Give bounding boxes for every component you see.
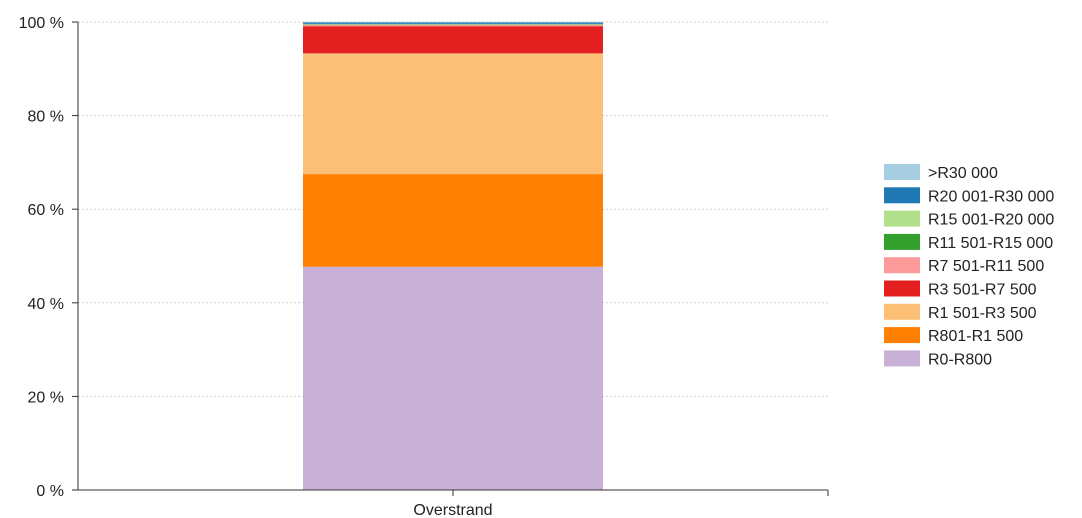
legend-label: R801-R1 500 (928, 328, 1023, 345)
legend-swatch (884, 350, 920, 367)
legend-swatch (884, 233, 920, 250)
y-tick-label: 80 % (28, 109, 64, 126)
legend-swatch (884, 280, 920, 297)
bar-segment (303, 22, 603, 24)
bar-segment (303, 26, 603, 54)
x-tick-label: Overstrand (413, 502, 492, 518)
legend-label: R15 001-R20 000 (928, 212, 1054, 229)
legend-swatch (884, 327, 920, 344)
y-tick-label: 40 % (28, 296, 64, 313)
y-axis-ticks: 0 % 20 % 40 % 60 % 80 % 100 % (19, 15, 78, 500)
bar-stack (303, 22, 603, 490)
legend-label: R20 001-R30 000 (928, 188, 1054, 205)
y-tick-label: 100 % (19, 15, 64, 32)
gridlines (78, 21, 828, 397)
y-tick-label: 60 % (28, 202, 64, 219)
legend: >R30 000 R20 001-R30 000 R15 001-R20 000 R1… (884, 164, 1054, 368)
bar-segment (303, 53, 603, 175)
legend-swatch (884, 303, 920, 320)
x-axis-ticks: Overstrand (413, 490, 493, 518)
legend-swatch (884, 210, 920, 227)
bar-segment (303, 24, 603, 27)
legend-label: R0-R800 (928, 351, 992, 368)
legend-label: R1 501-R3 500 (928, 305, 1037, 322)
y-tick-label: 20 % (28, 389, 64, 406)
legend-label: R7 501-R11 500 (928, 258, 1044, 275)
legend-swatch (884, 164, 920, 180)
legend-label: >R30 000 (928, 165, 998, 182)
legend-label: R3 501-R7 500 (928, 282, 1037, 299)
legend-label: R11 501-R15 000 (928, 235, 1053, 252)
legend-swatch (884, 257, 920, 274)
bar-segment (303, 266, 603, 490)
y-tick-label: 0 % (36, 483, 64, 500)
legend-swatch (884, 187, 920, 204)
bar-segment (303, 174, 603, 267)
